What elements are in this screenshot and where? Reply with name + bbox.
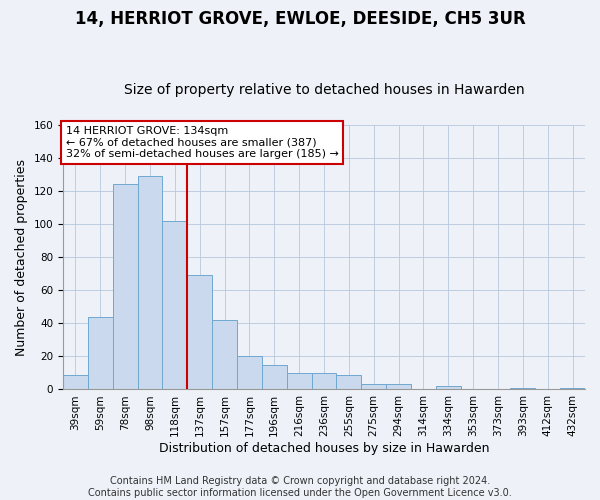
Bar: [511, 388, 535, 390]
X-axis label: Distribution of detached houses by size in Hawarden: Distribution of detached houses by size …: [159, 442, 489, 455]
Bar: [63, 374, 88, 390]
Bar: [361, 384, 386, 390]
Bar: [262, 364, 287, 390]
Bar: [113, 184, 137, 390]
Text: 14 HERRIOT GROVE: 134sqm
← 67% of detached houses are smaller (387)
32% of semi-: 14 HERRIOT GROVE: 134sqm ← 67% of detach…: [65, 126, 338, 159]
Bar: [386, 384, 411, 390]
Y-axis label: Number of detached properties: Number of detached properties: [15, 158, 28, 356]
Text: 14, HERRIOT GROVE, EWLOE, DEESIDE, CH5 3UR: 14, HERRIOT GROVE, EWLOE, DEESIDE, CH5 3…: [74, 10, 526, 28]
Bar: [311, 373, 337, 390]
Title: Size of property relative to detached houses in Hawarden: Size of property relative to detached ho…: [124, 83, 524, 97]
Bar: [88, 316, 113, 390]
Bar: [137, 176, 163, 390]
Bar: [187, 275, 212, 390]
Bar: [337, 374, 361, 390]
Bar: [163, 220, 187, 390]
Bar: [237, 356, 262, 390]
Bar: [436, 386, 461, 390]
Bar: [212, 320, 237, 390]
Bar: [287, 373, 311, 390]
Text: Contains HM Land Registry data © Crown copyright and database right 2024.
Contai: Contains HM Land Registry data © Crown c…: [88, 476, 512, 498]
Bar: [560, 388, 585, 390]
